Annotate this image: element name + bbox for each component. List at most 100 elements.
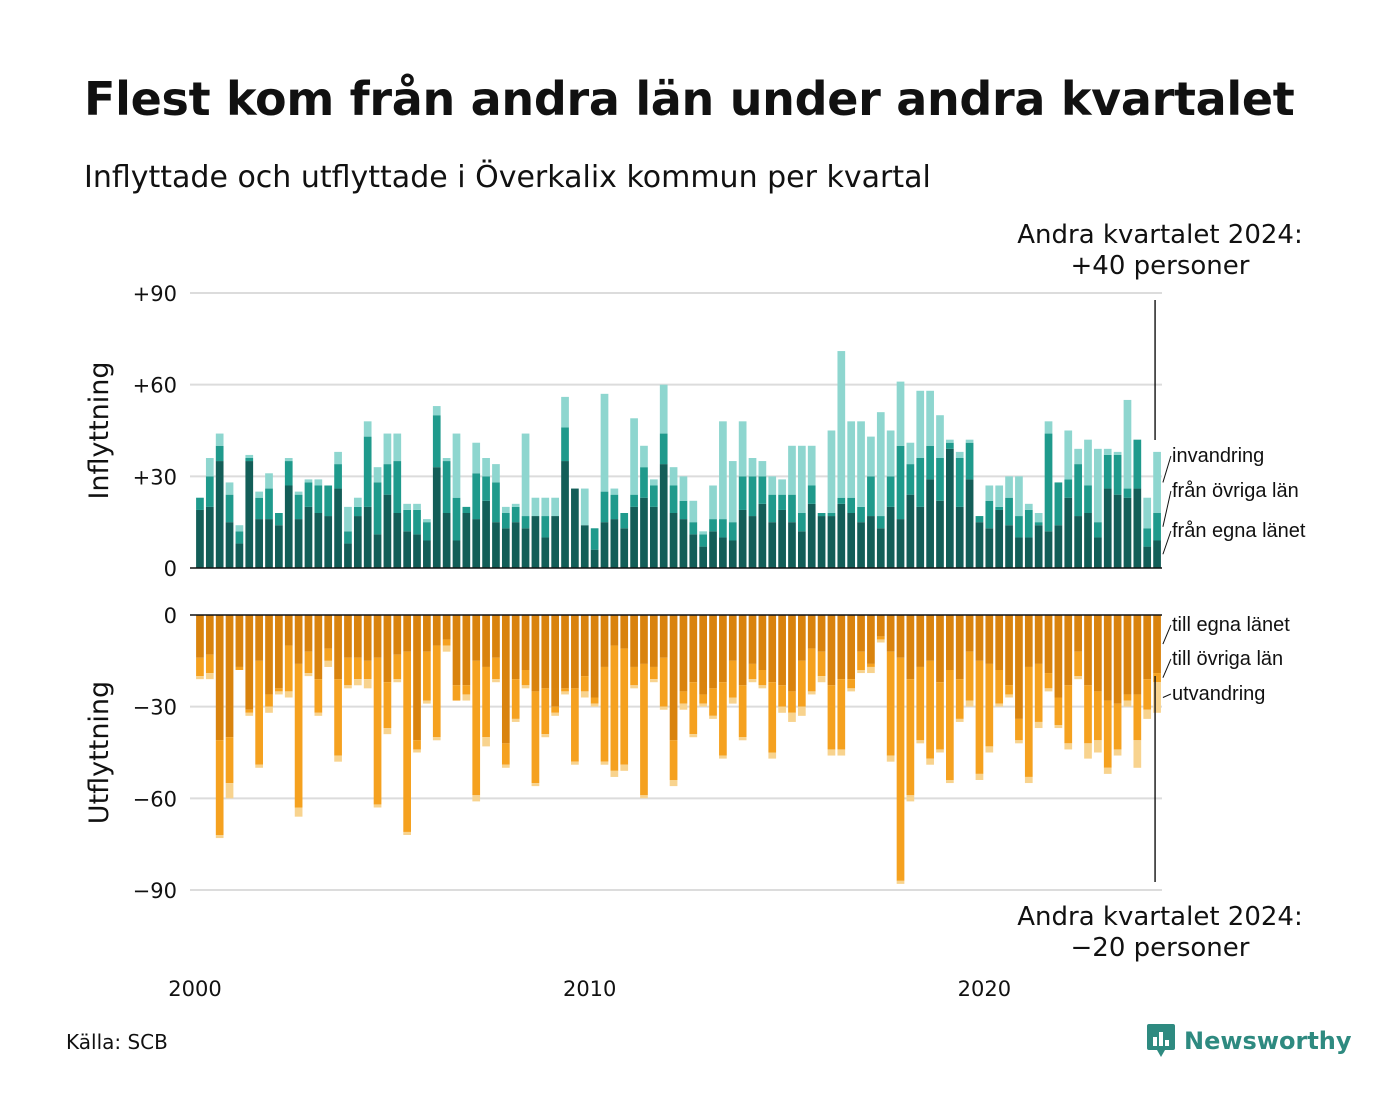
bar-in-own [600,522,609,568]
bar-in-own [521,528,530,568]
bar-out-emig [719,755,727,759]
bar-out-emig [995,703,1004,707]
bar-in-other [1024,509,1033,538]
bar-in-other [492,482,500,523]
bar-out-other [1153,673,1161,683]
bar-in-own [1015,537,1023,568]
bar-in-immig [452,433,461,498]
bar-in-own [728,540,737,568]
bar-in-own [501,528,510,568]
bar-in-immig [235,525,244,532]
bar-in-own [245,461,254,568]
chart-subtitle: Inflyttade och utflyttade i Överkalix ko… [84,160,931,195]
bar-in-immig [827,430,836,513]
bar-out-emig [926,758,934,765]
bar-out-other [541,688,550,735]
bar-out-other [353,657,362,680]
bar-in-immig [314,479,323,486]
bar-in-other [1143,528,1152,547]
bar-out-other [1113,703,1122,750]
bar-out-own [1143,615,1152,680]
bar-out-emig [275,691,283,695]
bar-in-immig [837,351,846,498]
bar-in-own [423,540,431,568]
bar-in-immig [689,500,698,523]
bar-out-other [590,697,599,704]
bar-in-immig [807,445,816,486]
bar-in-other [472,473,481,520]
bar-in-own [413,534,421,568]
bar-in-own [916,506,925,568]
bar-out-emig [511,718,520,722]
bar-out-emig [482,737,490,747]
legend-label-out: till egna länet [1172,614,1290,636]
bar-out-own [610,615,619,646]
bar-in-other [807,485,816,504]
bar-out-other [926,660,934,759]
bar-in-own [1153,540,1161,568]
bar-out-emig [827,749,836,756]
bar-out-other [965,651,974,701]
bar-out-other [294,663,303,808]
bar-in-immig [679,476,688,501]
bar-in-other [442,461,451,513]
legend-leader-in [1162,455,1172,483]
bar-in-immig [521,433,530,517]
bar-out-own [511,615,520,680]
bar-in-other [867,476,875,517]
bar-out-other [383,682,392,729]
bar-in-immig [965,439,974,443]
bar-out-own [1054,615,1063,698]
bar-out-emig [847,688,856,692]
bar-in-other [373,482,382,535]
bar-in-own [1034,525,1043,568]
bar-in-own [975,522,984,568]
bar-out-other [630,666,638,686]
bar-out-other [837,679,846,750]
bar-out-other [738,685,747,738]
bar-in-own [1084,513,1092,568]
bar-out-own [1044,615,1053,674]
bar-out-own [817,615,826,652]
bar-out-own [196,615,204,658]
bar-in-immig [561,396,569,428]
bar-out-own [580,615,589,677]
legend-leader-out [1162,658,1172,678]
bar-out-own [955,615,964,680]
bar-out-own [334,615,342,680]
bar-in-other [876,516,885,529]
bar-out-own [294,615,303,664]
bar-in-other [1054,482,1063,526]
bar-out-emig [1005,694,1013,698]
bar-in-immig [403,503,411,510]
bar-out-emig [689,734,698,738]
bar-out-other [649,666,658,680]
bar-out-own [324,615,333,649]
bar-out-emig [571,761,579,765]
bar-out-emig [797,706,806,716]
bar-out-emig [314,712,323,716]
bar-out-other [265,694,273,707]
bar-in-other [916,458,925,507]
bar-in-other [896,445,905,520]
y-axis-title-in: Inflyttning [84,361,115,499]
bar-in-other [501,513,510,529]
bar-in-immig [748,458,757,477]
bar-out-emig [403,831,411,835]
bar-out-own [551,615,560,707]
bar-out-emig [324,660,333,667]
bar-in-own [886,506,895,568]
ytick-label-out: 0 [164,604,177,628]
bar-in-immig [610,488,619,495]
bar-out-emig [1044,688,1053,692]
bar-out-other [847,679,856,689]
chart-title: Flest kom från andra län under andra kva… [84,72,1295,126]
bar-in-other [837,497,846,504]
bar-in-own [936,500,944,568]
bar-in-other [1034,522,1043,526]
bar-in-own [442,513,451,568]
bar-in-own [541,537,550,568]
legend-leader-in [1162,490,1172,527]
bar-out-other [511,679,520,719]
bar-in-other [620,513,629,529]
